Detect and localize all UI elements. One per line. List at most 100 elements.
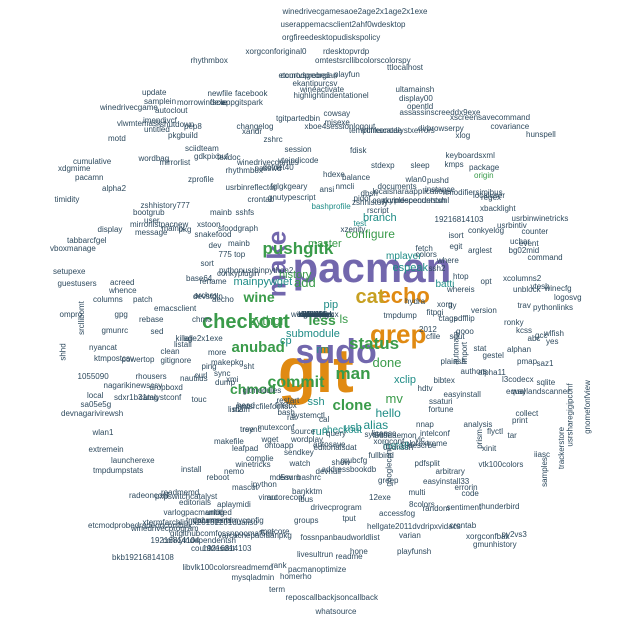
- cloud-word: analysis: [463, 420, 493, 429]
- cloud-word: bootgrub: [133, 208, 165, 217]
- cloud-word: xbacklight: [480, 204, 516, 213]
- cloud-word: etcmodprobedradeonconfbak: [88, 521, 193, 530]
- cloud-word: htop: [453, 272, 469, 281]
- cloud-word: imendivcf: [143, 116, 177, 125]
- cloud-word: xcolumns2: [503, 274, 542, 283]
- cloud-word: intelconf: [420, 429, 450, 438]
- cloud-word: easyinstall33: [423, 477, 470, 486]
- cloud-word: show: [331, 458, 351, 467]
- cloud-word: archey: [194, 291, 219, 300]
- cloud-word: shutdown: [160, 120, 195, 129]
- cloud-word: more: [208, 348, 227, 357]
- cloud-word: python: [248, 312, 288, 328]
- cloud-word: ssh2: [428, 264, 446, 273]
- cloud-word: verbose: [301, 310, 330, 319]
- cloud-word: rscript: [367, 206, 389, 215]
- cloud-word: xclip: [394, 373, 417, 386]
- cloud-word: bg02mid: [508, 246, 540, 255]
- cloud-word: anubad: [231, 338, 285, 356]
- cloud-word: chmo: [192, 315, 212, 324]
- cloud-word: display: [97, 225, 123, 234]
- cloud-word: authors: [460, 367, 488, 376]
- cloud-word: xandr: [242, 127, 263, 136]
- cloud-word: base64: [186, 274, 213, 283]
- cloud-word: touch: [305, 310, 325, 319]
- cloud-word: env: [279, 473, 293, 482]
- cloud-word: hydra: [405, 297, 426, 306]
- cloud-word: radeonconf: [129, 491, 170, 500]
- cloud-word: cherrypick: [297, 310, 334, 319]
- cloud-word: sciidteam: [185, 144, 219, 153]
- cloud-word: vtesh: [530, 282, 550, 291]
- cloud-word: highlightindentationel: [293, 91, 369, 100]
- cloud-word: less: [308, 312, 336, 328]
- cloud-word: xorg: [437, 300, 453, 309]
- cloud-word: usrbintiv: [497, 221, 527, 230]
- cloud-word: zshhistory: [352, 198, 389, 207]
- cloud-word: rm: [316, 343, 330, 356]
- cloud-word: covariance: [490, 122, 530, 131]
- cloud-word: pmap: [517, 357, 538, 366]
- cloud-word: morrowindexe: [177, 98, 228, 107]
- cloud-word: usrsharegigipconf: [565, 383, 575, 447]
- cloud-word: colorextreme: [401, 439, 448, 448]
- cloud-word: leafpad: [232, 444, 259, 453]
- cloud-word: dev: [208, 241, 222, 250]
- cloud-word: orgfireedesktopudiskspolicy: [282, 33, 381, 42]
- cloud-word: accessfog: [379, 509, 416, 518]
- cloud-word: pdfflip: [453, 314, 475, 323]
- cloud-word: devnagarivirewsh: [61, 409, 124, 418]
- cloud-word: rebase: [139, 315, 164, 324]
- cloud-word: 8colors: [409, 500, 435, 509]
- cloud-word: patch: [133, 295, 153, 304]
- cloud-word: tlivt100: [302, 310, 328, 319]
- cloud-word: livesultrun: [297, 550, 334, 559]
- cloud-word: touc: [191, 395, 207, 404]
- cloud-word: keyboardsxml: [445, 151, 495, 160]
- cloud-word: chmod: [230, 381, 276, 397]
- cloud-word: gmunhistory: [473, 540, 517, 549]
- cloud-word: ansi: [319, 185, 335, 194]
- cloud-word: logosvg: [554, 293, 582, 302]
- cloud-word: winecfg: [544, 284, 572, 293]
- cloud-word: aplaymidi: [217, 500, 251, 509]
- cloud-word: counter: [521, 227, 549, 236]
- cloud-word: wlan1: [92, 428, 114, 437]
- cloud-word: 19216814103: [434, 215, 484, 224]
- cloud-word: gitignore: [160, 356, 192, 365]
- cloud-word: xstoon: [197, 220, 221, 229]
- cloud-word: autoclout: [155, 106, 188, 115]
- cloud-word: tail: [310, 310, 321, 319]
- cloud-word: firefox: [275, 401, 297, 410]
- cloud-word: changelog: [236, 122, 274, 131]
- cloud-word: xscreen: [301, 310, 330, 319]
- cloud-word: makefile: [214, 437, 244, 446]
- cloud-word: py2vs3: [501, 530, 527, 539]
- cloud-word: courtvsgeorgian: [280, 71, 338, 80]
- cloud-word: easyinstall: [443, 390, 481, 399]
- cloud-word: watch: [289, 459, 311, 468]
- cloud-word: cowsay: [323, 109, 351, 118]
- cloud-word: wine: [243, 289, 275, 305]
- cloud-word: conkyplugin: [217, 269, 260, 278]
- cloud-word: tmux: [306, 310, 324, 319]
- cloud-word: dotnet40: [262, 163, 294, 172]
- cloud-word: wordplay: [291, 435, 324, 444]
- cloud-word: 775 top: [218, 250, 246, 259]
- cloud-word: ekantipurcsv: [292, 79, 338, 88]
- cloud-word: bibtex: [433, 376, 455, 385]
- cloud-word: passwd: [254, 164, 282, 173]
- cloud-word: flyctl: [487, 427, 503, 436]
- cloud-word: rsync: [242, 425, 262, 434]
- cloud-word: ontoapp: [264, 441, 294, 450]
- cloud-word: lsmod: [304, 310, 326, 319]
- cloud-word: whatsource: [315, 607, 357, 616]
- cloud-word: conkyelog: [468, 226, 505, 235]
- cloud-word: dirbrowserpy: [418, 124, 464, 133]
- cloud-word: mnpab: [303, 310, 328, 319]
- cloud-word: gooo: [456, 327, 474, 336]
- cloud-word: submodule: [286, 327, 340, 340]
- cloud-word: plainsh: [440, 357, 466, 366]
- cloud-word: mntcore: [260, 527, 290, 536]
- cloud-word: arglest: [468, 246, 493, 255]
